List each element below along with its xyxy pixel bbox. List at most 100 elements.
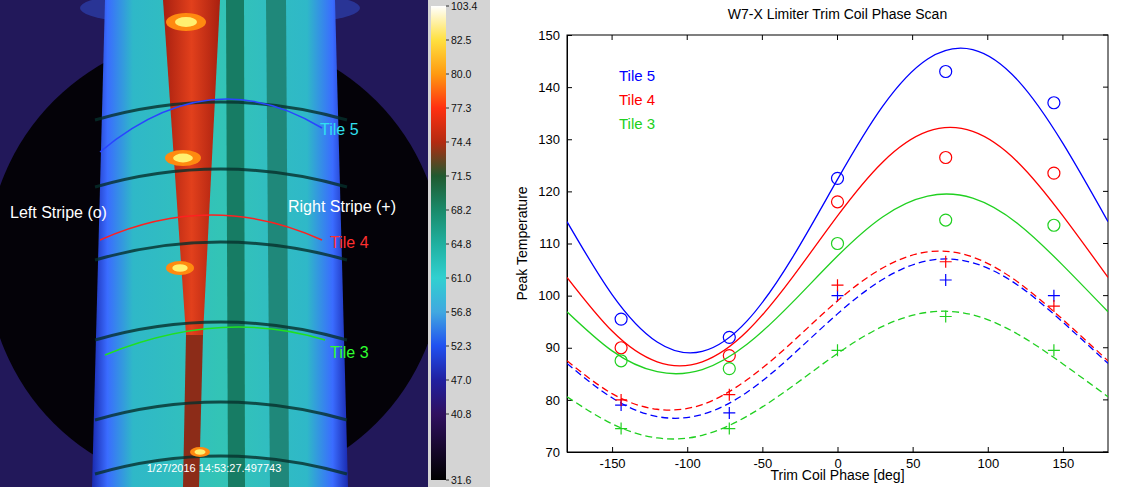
fit-curve xyxy=(567,194,1108,374)
x-axis-title: Trim Coil Phase [deg] xyxy=(770,467,904,483)
data-point xyxy=(940,214,952,226)
tile-label: Tile 4 xyxy=(330,234,369,251)
x-tick-mark-top xyxy=(1062,35,1063,40)
data-point xyxy=(832,238,844,250)
colorbar-tick-label: 64.8 xyxy=(451,238,472,250)
y-tick-mark-right xyxy=(1103,87,1108,88)
fit-curve xyxy=(567,48,1108,353)
data-point xyxy=(1048,219,1060,231)
data-point xyxy=(1048,290,1060,302)
y-tick-label: 70 xyxy=(546,445,560,460)
legend-entry: Tile 4 xyxy=(619,91,655,108)
x-tick-mark xyxy=(687,447,688,452)
y-tick-mark xyxy=(567,348,572,349)
colorbar-background xyxy=(428,0,490,487)
data-point xyxy=(615,342,627,354)
y-tick-mark xyxy=(567,244,572,245)
x-tick-mark-top xyxy=(687,35,688,40)
x-tick-mark xyxy=(1063,447,1064,452)
colorbar-tick xyxy=(446,40,449,41)
colorbar-tick xyxy=(446,210,449,211)
data-point xyxy=(723,331,735,343)
fit-curve xyxy=(567,259,1108,418)
y-tick: 70 xyxy=(546,445,572,460)
data-point xyxy=(940,310,952,322)
colorbar-tick xyxy=(446,244,449,245)
legend: Tile 5Tile 4Tile 3 xyxy=(619,67,655,132)
x-tick-label: 150 xyxy=(1053,456,1075,471)
tile-boundary xyxy=(95,242,347,260)
plot-frame xyxy=(567,35,1108,452)
y-tick-label: 80 xyxy=(546,393,560,408)
y-tick: 80 xyxy=(546,393,572,408)
y-tick-mark-right xyxy=(1103,35,1108,36)
tile-boundary xyxy=(95,102,347,120)
left-stripe xyxy=(163,0,220,335)
y-tick-mark-right xyxy=(1103,243,1108,244)
fit-curve xyxy=(567,311,1108,439)
tile-curve xyxy=(100,215,322,240)
x-tick-mark-top xyxy=(837,35,838,40)
data-point xyxy=(832,290,844,302)
y-tick-mark xyxy=(567,296,572,297)
tile-label: Tile 3 xyxy=(330,344,369,361)
colorbar-scale xyxy=(431,6,446,480)
tile-boundary xyxy=(95,322,347,340)
hot-spot xyxy=(165,150,201,166)
data-point xyxy=(1048,167,1060,179)
y-tick: 110 xyxy=(539,236,572,251)
x-tick: 50 xyxy=(906,447,920,471)
x-tick: -150 xyxy=(600,447,626,471)
x-tick-mark xyxy=(762,447,763,452)
x-tick-label: -100 xyxy=(675,456,701,471)
colorbar-tick-label: 31.6 xyxy=(451,474,472,486)
thermal-image: Tile 5Tile 4Tile 3Left Stripe (o)Right S… xyxy=(0,0,428,487)
chart-title: W7-X Limiter Trim Coil Phase Scan xyxy=(728,6,947,22)
y-tick-mark-right xyxy=(1103,452,1108,453)
data-point xyxy=(832,196,844,208)
colorbar-tick-label: 71.5 xyxy=(451,170,472,182)
x-tick-mark xyxy=(838,447,839,452)
hot-spot-core xyxy=(172,264,187,272)
x-tick-label: 100 xyxy=(977,456,999,471)
colorbar-tick xyxy=(446,176,449,177)
y-tick-mark xyxy=(567,139,572,140)
data-point xyxy=(940,65,952,77)
tile-boundary xyxy=(95,402,347,420)
tile-curve xyxy=(105,327,325,355)
tile-label: Tile 5 xyxy=(320,121,359,138)
hot-spot-core xyxy=(195,449,206,455)
y-tick: 120 xyxy=(538,184,572,199)
data-point xyxy=(832,172,844,184)
y-tick-mark xyxy=(567,452,572,453)
timestamp: 1/27/2016 14:53:27.497743 xyxy=(147,462,282,474)
colorbar-tick-label: 40.8 xyxy=(451,408,472,420)
tile-curve xyxy=(100,99,322,152)
colorbar-tick-label: 77.3 xyxy=(451,102,472,114)
plot-marks xyxy=(567,48,1108,439)
colorbar-tick-label: 103.4 xyxy=(451,0,477,12)
data-point xyxy=(832,279,844,291)
colorbar: 103.482.580.077.374.471.568.264.861.056.… xyxy=(428,0,490,487)
y-tick-label: 140 xyxy=(538,80,560,95)
colorbar-tick xyxy=(446,278,449,279)
data-point xyxy=(723,363,735,375)
y-tick-mark-right xyxy=(1103,295,1108,296)
colorbar-tick xyxy=(446,6,449,7)
colorbar-tick-label: 82.5 xyxy=(451,34,472,46)
y-axis-title: Peak Temperature xyxy=(514,186,530,300)
y-tick-label: 90 xyxy=(546,340,560,355)
colorbar-tick-label: 52.3 xyxy=(451,340,472,352)
data-point xyxy=(615,423,627,435)
colorbar-tick-label: 61.0 xyxy=(451,272,472,284)
hot-spot-core xyxy=(175,17,197,27)
y-tick: 100 xyxy=(538,288,572,303)
hot-spot xyxy=(190,447,210,457)
data-point xyxy=(940,151,952,163)
y-tick-mark-right xyxy=(1103,139,1108,140)
chart: -150-100-5005010015070809010011012013014… xyxy=(514,6,1109,483)
x-tick-mark xyxy=(913,447,914,452)
y-tick-label: 120 xyxy=(538,184,560,199)
y-tick-label: 100 xyxy=(538,288,560,303)
tile-boundary xyxy=(95,169,347,187)
